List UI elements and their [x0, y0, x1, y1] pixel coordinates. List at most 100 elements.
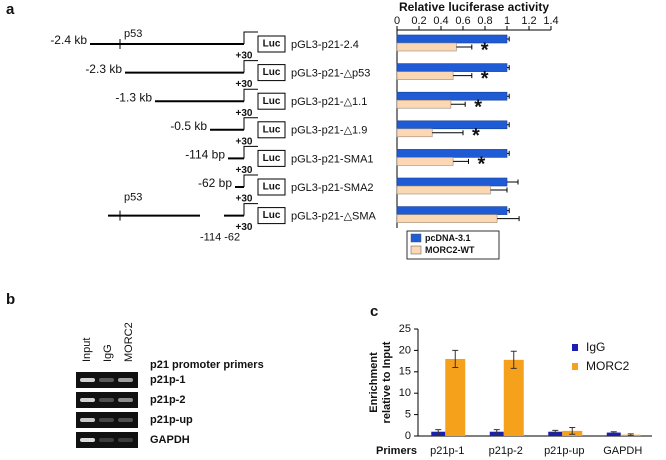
significance: *	[478, 154, 486, 176]
lane-label: IgG	[102, 344, 114, 362]
error-bar	[452, 349, 459, 369]
tss-arrow	[243, 117, 258, 130]
bar	[396, 120, 508, 130]
construct-label: pGL3-p21-△1.9	[291, 125, 367, 137]
bar	[548, 431, 563, 436]
error-bar	[610, 431, 617, 434]
luc-box	[257, 149, 286, 167]
luc-box	[257, 64, 286, 82]
y-tick-label: 25	[399, 323, 411, 335]
bar	[396, 157, 454, 166]
luc-box	[257, 207, 286, 225]
y-tick-label: 0	[405, 430, 411, 442]
error-bar	[507, 122, 510, 128]
panel-label: a	[6, 1, 15, 18]
reporter-label: Luc	[263, 67, 281, 78]
error-bar	[497, 216, 520, 222]
x-tick-label: p21p-1	[430, 445, 464, 457]
gel-band	[80, 398, 95, 402]
start-label: -1.3 kb	[115, 90, 152, 104]
lane-label: MORC2	[123, 322, 135, 362]
gel-band	[99, 378, 114, 382]
legend-swatch	[410, 233, 422, 243]
tss-arrow	[243, 88, 258, 102]
bar	[396, 128, 433, 138]
bar	[396, 71, 454, 80]
bar	[396, 206, 508, 215]
significance: *	[474, 96, 482, 118]
error-bar	[490, 187, 508, 193]
error-bar	[507, 36, 510, 42]
legend-box	[406, 230, 500, 260]
x-tick-label: 0	[394, 15, 400, 27]
y-tick-label: 10	[399, 387, 411, 399]
construct-label: pGL3-p21-SMA2	[291, 182, 374, 194]
gel-band	[118, 378, 133, 382]
tss-label: +30	[236, 222, 253, 233]
gel-title: p21 promoter primers	[150, 359, 264, 371]
x-axis-label: Primers	[376, 445, 417, 457]
tss-arrow	[243, 145, 258, 159]
y-axis-label: relative to Input	[381, 341, 393, 423]
error-bar	[453, 73, 473, 79]
tss-label: +30	[236, 165, 253, 176]
tss-arrow	[243, 31, 258, 44]
axis-title: Relative luciferase activity	[399, 0, 549, 14]
x-tick-label: 0.8	[477, 15, 492, 27]
bar	[396, 177, 508, 187]
construct-label: pGL3-p21-2.4	[291, 39, 359, 51]
x-tick-label: 1.2	[521, 15, 536, 27]
start-label: -2.4 kb	[50, 33, 87, 47]
tss-label: +30	[236, 51, 253, 62]
error-bar	[507, 150, 510, 156]
tss-arrow	[243, 174, 258, 187]
error-bar	[569, 426, 576, 435]
reporter-label: Luc	[263, 210, 281, 221]
construct-label: pGL3-p21-△1.1	[291, 96, 367, 108]
gel-band	[99, 418, 114, 422]
x-tick-label: GAPDH	[603, 445, 642, 457]
reporter-label: Luc	[263, 153, 281, 164]
luc-box	[257, 178, 286, 196]
reporter-label: Luc	[263, 39, 281, 50]
gel-band	[99, 398, 114, 402]
bar	[606, 432, 621, 436]
y-axis-label: Enrichment	[368, 352, 380, 413]
legend-swatch	[572, 363, 578, 370]
x-tick-label: 0.6	[455, 15, 470, 27]
y-tick-label: 5	[405, 409, 411, 421]
bar	[396, 42, 457, 52]
start-label: -62 bp	[198, 176, 232, 190]
gel-band	[80, 438, 95, 442]
error-bar	[510, 350, 517, 369]
bar	[396, 99, 452, 109]
construct-label: pGL3-p21-SMA1	[291, 153, 374, 165]
error-bar	[627, 433, 634, 437]
reporter-label: Luc	[263, 182, 281, 193]
gel-band	[118, 418, 133, 422]
reporter-label: Luc	[263, 96, 281, 107]
bar	[396, 63, 508, 72]
start-label: -2.3 kb	[85, 62, 122, 76]
error-bar	[507, 93, 510, 99]
x-tick-label: 0.2	[411, 15, 426, 27]
y-tick-label: 20	[399, 344, 411, 356]
y-tick-label: 15	[399, 366, 411, 378]
error-bar	[493, 429, 500, 435]
gel-band	[80, 378, 95, 382]
legend-swatch	[572, 344, 578, 351]
p53-label: p53	[124, 28, 142, 40]
x-tick-label: 0.4	[433, 15, 448, 27]
bar	[503, 359, 524, 436]
bar	[396, 91, 508, 101]
gel-band	[99, 438, 114, 442]
gel-band	[118, 438, 133, 442]
x-tick-label: p21p-up	[544, 445, 584, 457]
bar	[396, 214, 498, 223]
bar	[396, 34, 508, 44]
x-tick-label: p21p-2	[489, 445, 523, 457]
luc-box	[257, 121, 286, 139]
legend-label: pcDNA-3.1	[425, 233, 471, 243]
construct-label: pGL3-p21-△SMA	[291, 211, 377, 223]
